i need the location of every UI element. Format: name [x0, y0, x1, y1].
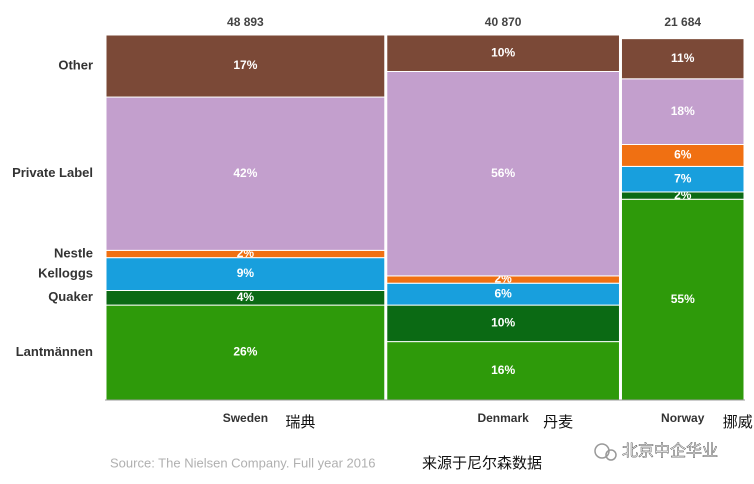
segment — [105, 304, 386, 401]
segment — [105, 34, 386, 98]
source: Source: The Nielsen Company. Full year 2… — [110, 455, 375, 470]
x-tick-note: 丹麦 — [543, 414, 573, 431]
data-label: 17% — [233, 58, 257, 72]
segment — [620, 78, 745, 145]
data-label: 11% — [671, 51, 695, 65]
segment — [620, 198, 745, 401]
data-label: 18% — [671, 104, 695, 118]
data-label: 26% — [233, 345, 257, 359]
legend-label: Kelloggs — [38, 266, 93, 281]
column-total: 40 870 — [485, 15, 522, 29]
segment — [620, 38, 745, 80]
data-label: 7% — [674, 171, 692, 185]
legend-label: Lantmännen — [16, 344, 93, 359]
legend-label: Private Label — [12, 165, 93, 180]
column-total: 21 684 — [664, 15, 701, 29]
x-tick-note: 瑞典 — [285, 414, 315, 431]
legend-label: Other — [58, 57, 93, 72]
data-label: 6% — [494, 286, 512, 300]
segment — [620, 165, 745, 193]
legend-label: Nestle — [54, 245, 93, 260]
watermark-icon — [594, 443, 617, 461]
data-label: 56% — [491, 166, 515, 180]
legend-label: Quaker — [48, 289, 93, 304]
column-total: 48 893 — [227, 15, 264, 29]
data-label: 9% — [237, 266, 255, 280]
data-label: 55% — [671, 292, 695, 306]
data-label: 42% — [233, 166, 257, 180]
watermark: 北京中企华业 — [622, 442, 718, 460]
x-tick-label: Norway — [661, 411, 705, 425]
x-tick-label: Denmark — [477, 411, 529, 425]
source-note: 来源于尼尔森数据 — [422, 455, 542, 472]
segment — [105, 257, 386, 291]
segment — [386, 34, 620, 72]
data-label: 16% — [491, 363, 515, 377]
data-label: 10% — [491, 316, 515, 330]
data-label: 10% — [491, 45, 515, 59]
x-tick-note: 挪威 — [723, 414, 753, 431]
segment — [386, 71, 620, 277]
data-label: 6% — [674, 148, 692, 162]
data-label: 4% — [237, 290, 255, 304]
segment — [386, 304, 620, 343]
x-tick-label: Sweden — [223, 411, 268, 425]
